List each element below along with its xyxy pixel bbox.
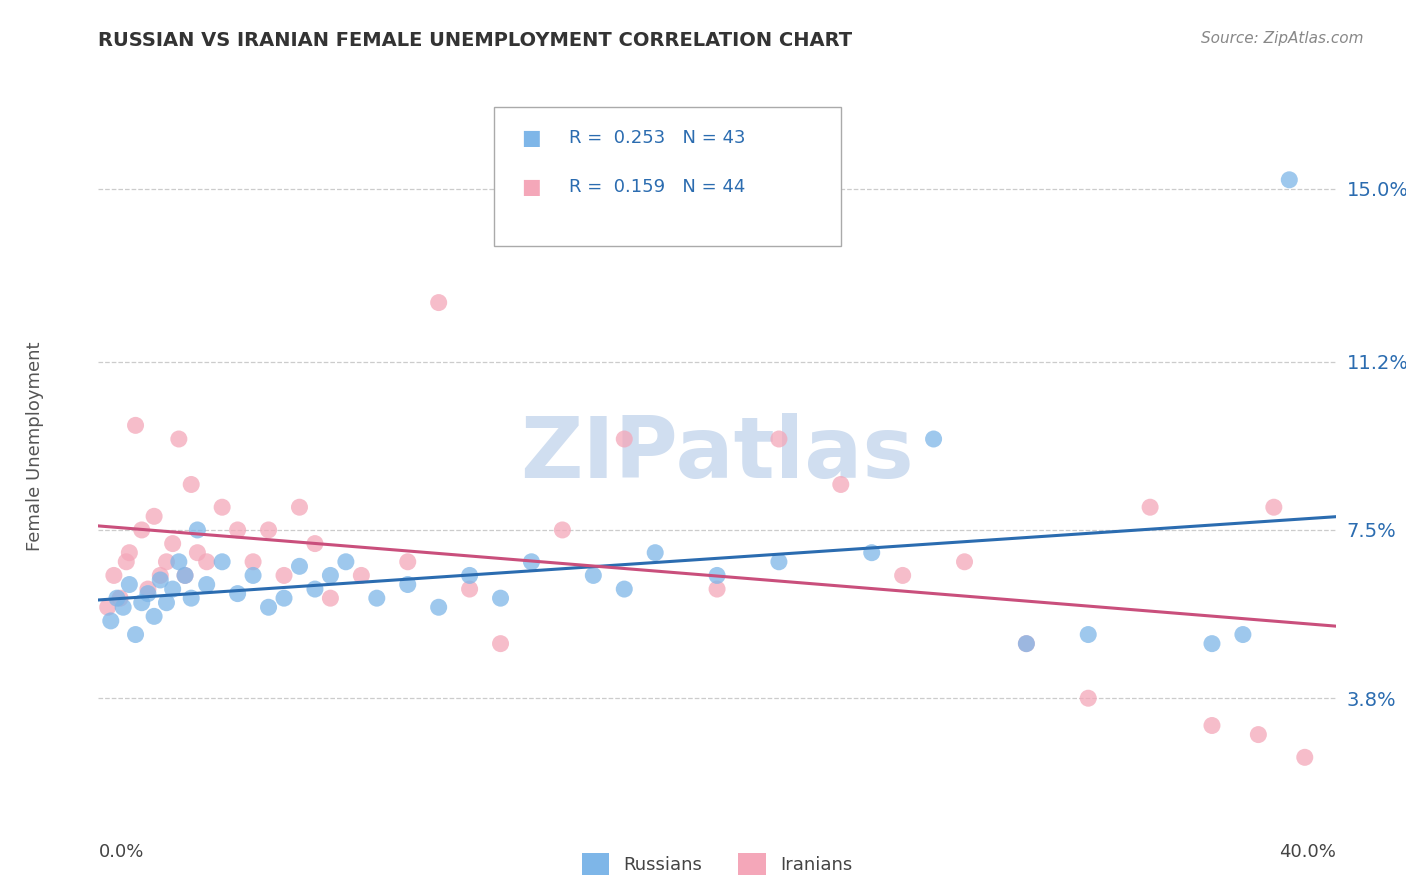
Point [768,432,790,446]
FancyBboxPatch shape [495,107,841,246]
Point [149,568,172,582]
Point [211,500,233,515]
Point [1263,500,1285,515]
Point [174,568,197,582]
Point [108,591,131,606]
Point [257,523,280,537]
Point [131,523,153,537]
Point [103,568,125,582]
Point [1015,637,1038,651]
Point [167,555,190,569]
Point [706,582,728,596]
Point [136,586,159,600]
Point [427,600,450,615]
Point [1232,627,1254,641]
Point [1201,718,1223,732]
Text: RUSSIAN VS IRANIAN FEMALE UNEMPLOYMENT CORRELATION CHART: RUSSIAN VS IRANIAN FEMALE UNEMPLOYMENT C… [98,31,852,50]
Point [489,591,512,606]
Point [458,568,481,582]
Point [1015,637,1038,651]
Point [155,555,177,569]
Point [830,477,852,491]
Point [124,418,146,433]
Point [1247,728,1270,742]
Point [396,577,419,591]
Point [520,555,543,569]
Point [162,582,184,596]
Point [1294,750,1316,764]
Point [613,432,636,446]
Point [319,591,342,606]
Point [180,477,202,491]
Point [118,546,141,560]
Text: 0.0%: 0.0% [98,843,143,861]
Point [288,500,311,515]
Text: R =  0.159   N = 44: R = 0.159 N = 44 [568,178,745,196]
Point [551,523,574,537]
Point [105,591,128,606]
Point [186,523,208,537]
Point [242,555,264,569]
Point [613,582,636,596]
Point [143,509,166,524]
Point [288,559,311,574]
Point [112,600,135,615]
Text: Source: ZipAtlas.com: Source: ZipAtlas.com [1201,31,1364,46]
Point [335,555,357,569]
Point [100,614,122,628]
Point [458,582,481,596]
Point [427,295,450,310]
Point [860,546,883,560]
Point [304,582,326,596]
Point [396,555,419,569]
Point [1077,627,1099,641]
Point [706,568,728,582]
Point [953,555,976,569]
Text: ZIPatlas: ZIPatlas [520,413,914,497]
Text: ■: ■ [522,177,541,197]
Point [273,568,295,582]
Point [350,568,373,582]
Point [304,536,326,550]
Point [162,536,184,550]
Point [768,555,790,569]
Point [242,568,264,582]
Point [180,591,202,606]
Point [115,555,138,569]
Point [891,568,914,582]
Point [257,600,280,615]
Point [131,596,153,610]
Point [1278,173,1301,187]
Point [174,568,197,582]
Point [922,432,945,446]
Point [1201,637,1223,651]
Text: ■: ■ [522,128,541,148]
Point [186,546,208,560]
Point [226,523,249,537]
Point [273,591,295,606]
Point [167,432,190,446]
Point [319,568,342,582]
Point [489,637,512,651]
Text: Female Unemployment: Female Unemployment [27,342,44,550]
Point [366,591,388,606]
Point [644,546,666,560]
Text: 40.0%: 40.0% [1279,843,1336,861]
Point [582,568,605,582]
Legend: Russians, Iranians: Russians, Iranians [572,844,862,884]
Point [118,577,141,591]
Point [195,577,218,591]
Point [155,596,177,610]
Point [1077,691,1099,706]
Point [1139,500,1161,515]
Point [149,573,172,587]
Point [211,555,233,569]
Point [226,586,249,600]
Point [195,555,218,569]
Point [136,582,159,596]
Point [143,609,166,624]
Point [97,600,120,615]
Text: R =  0.253   N = 43: R = 0.253 N = 43 [568,129,745,147]
Point [124,627,146,641]
